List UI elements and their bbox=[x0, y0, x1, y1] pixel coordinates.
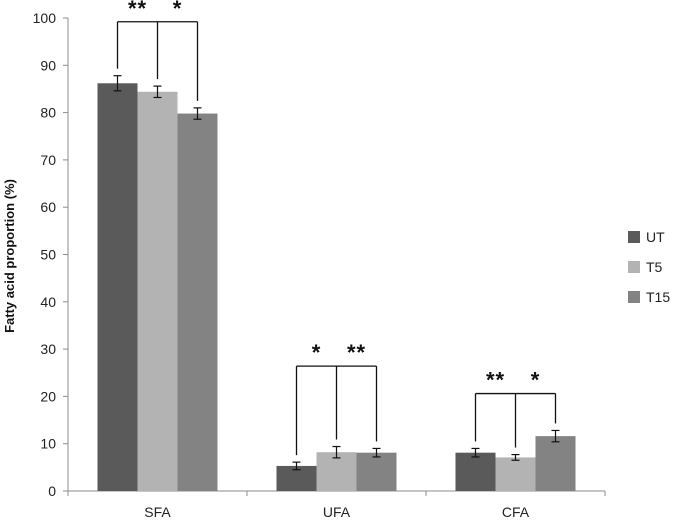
x-ticks bbox=[67, 491, 606, 496]
legend: UT T5 T15 bbox=[628, 229, 670, 305]
significance-stars: * bbox=[312, 340, 322, 365]
legend-label-t15: T15 bbox=[646, 289, 670, 305]
category-label: CFA bbox=[502, 504, 530, 520]
error-bars bbox=[113, 75, 560, 471]
legend-swatch-ut bbox=[628, 231, 640, 243]
y-tick-label: 10 bbox=[40, 436, 56, 452]
y-tick-label: 70 bbox=[40, 152, 56, 168]
y-tick-label: 80 bbox=[40, 105, 56, 121]
y-axis-label: Fatty acid proportion (%) bbox=[2, 179, 17, 333]
y-tick-label: 20 bbox=[40, 388, 56, 404]
significance-stars: ** bbox=[347, 340, 366, 365]
significance-stars: ** bbox=[486, 368, 505, 393]
y-tick-label: 100 bbox=[33, 10, 57, 26]
bar-t5-ufa bbox=[316, 452, 357, 491]
y-tick-label: 40 bbox=[40, 294, 56, 310]
y-tick-label: 60 bbox=[40, 199, 56, 215]
legend-swatch-t5 bbox=[628, 261, 640, 273]
significance-brackets: ** ** **** * bbox=[116, 0, 557, 456]
category-label: SFA bbox=[144, 504, 171, 520]
bars bbox=[97, 83, 576, 492]
legend-label-ut: UT bbox=[646, 229, 665, 245]
bar-t15-sfa bbox=[177, 113, 218, 492]
significance-stars: * bbox=[173, 0, 183, 21]
y-tick-label: 30 bbox=[40, 341, 56, 357]
y-ticks: 0 10 20 30 40 50 60 70 80 90 100 bbox=[33, 10, 68, 499]
bar-ut-sfa bbox=[97, 83, 138, 492]
y-tick-label: 50 bbox=[40, 247, 56, 263]
y-tick-label: 0 bbox=[48, 483, 56, 499]
significance-stars: * bbox=[531, 368, 541, 393]
bar-t5-sfa bbox=[137, 91, 178, 492]
significance-stars: ** bbox=[128, 0, 147, 21]
bar-t15-ufa bbox=[356, 452, 397, 491]
bar-t5-cfa bbox=[495, 457, 536, 491]
bar-t15-cfa bbox=[535, 436, 576, 491]
legend-swatch-t15 bbox=[628, 291, 640, 303]
category-labels: SFA UFA CFA bbox=[144, 504, 530, 520]
bar-ut-cfa bbox=[455, 452, 496, 491]
y-tick-label: 90 bbox=[40, 57, 56, 73]
category-label: UFA bbox=[323, 504, 351, 520]
legend-label-t5: T5 bbox=[646, 259, 663, 275]
